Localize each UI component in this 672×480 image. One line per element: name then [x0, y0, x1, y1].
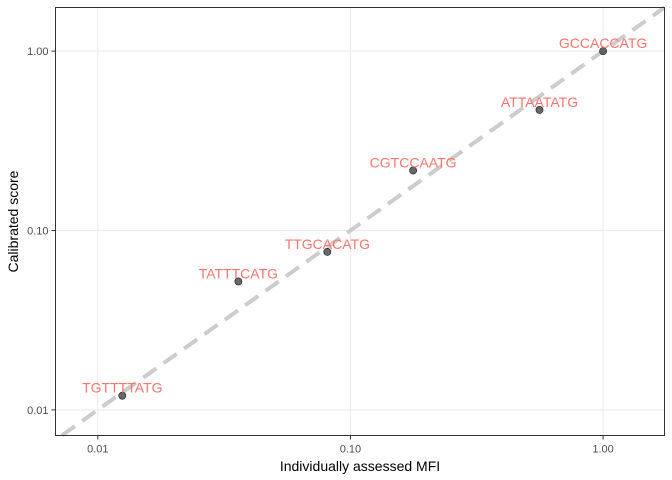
data-point-1 [234, 277, 243, 286]
point-label-5: GCCACCATG [559, 35, 647, 51]
data-point-0 [118, 391, 127, 400]
axis-ticks: 0.01 0.10 1.00 0.01 0.10 1.00 [27, 46, 614, 455]
y-tick-label-1: 0.10 [27, 226, 48, 238]
y-tick-label-2: 1.00 [27, 46, 48, 58]
data-point-3 [409, 166, 418, 175]
x-tick-label-2: 1.00 [592, 444, 613, 456]
data-point-4 [535, 106, 544, 114]
grid-lines [55, 7, 665, 436]
x-tick-label-1: 0.10 [340, 444, 361, 456]
y-axis-title: Calibrated score [5, 170, 21, 272]
data-point-2 [323, 247, 332, 256]
point-label-2: TTGCACATG [285, 236, 370, 252]
data-points [118, 47, 607, 400]
y-tick-label-0: 0.01 [27, 405, 48, 417]
point-label-1: TATTTCATG [199, 265, 278, 281]
data-point-5 [599, 47, 607, 56]
point-label-4: ATTAATATG [501, 94, 578, 110]
point-label-0: TGTTTTATG [82, 380, 162, 396]
x-tick-label-0: 0.01 [87, 444, 108, 456]
point-label-3: CGTCCAATG [370, 155, 457, 171]
x-axis-title: Individually assessed MFI [280, 458, 440, 474]
plot-border [55, 7, 665, 436]
point-labels: TGTTTTATG TATTTCATG TTGCACATG CGTCCAATG ATTA… [82, 35, 647, 396]
